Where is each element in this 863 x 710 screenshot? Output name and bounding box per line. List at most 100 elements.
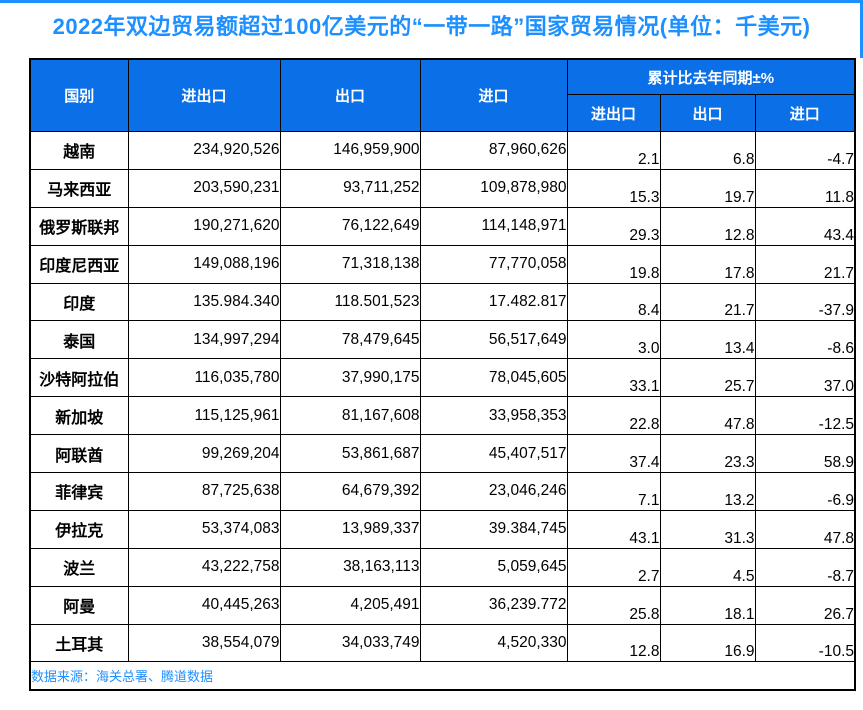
export-cell: 64,679,392 xyxy=(279,472,421,511)
pct-export-cell: 31.3 xyxy=(659,509,756,549)
total-cell: 43,222,758 xyxy=(127,547,281,587)
export-cell: 71,318,138 xyxy=(279,244,421,284)
header-total: 进出口 xyxy=(127,58,281,132)
table-row: 越南 234,920,526 146,959,900 87,960,626 2.1 6.8… xyxy=(29,131,856,170)
pct-total-cell: 19.8 xyxy=(566,244,661,284)
right-accent-line xyxy=(860,0,863,58)
import-cell: 109,878,980 xyxy=(419,168,568,208)
header-pct-export: 出口 xyxy=(659,94,756,132)
pct-total-cell: 43.1 xyxy=(566,509,661,549)
country-cell: 阿联酋 xyxy=(29,434,129,474)
pct-export-cell: 6.8 xyxy=(659,131,756,170)
pct-total-cell: 25.8 xyxy=(566,585,661,625)
pct-import-cell: 26.7 xyxy=(754,585,856,625)
pct-total-cell: 8.4 xyxy=(566,282,661,322)
pct-import-cell: 37.0 xyxy=(754,358,856,398)
import-cell: 23,046,246 xyxy=(419,472,568,511)
table-row: 菲律宾 87,725,638 64,679,392 23,046,246 7.1 13.2… xyxy=(29,472,856,511)
total-cell: 53,374,083 xyxy=(127,509,281,549)
country-cell: 菲律宾 xyxy=(29,472,129,511)
total-cell: 38,554,079 xyxy=(127,623,281,663)
pct-export-cell: 47.8 xyxy=(659,396,756,436)
pct-total-cell: 22.8 xyxy=(566,396,661,436)
export-cell: 37,990,175 xyxy=(279,358,421,398)
export-cell: 53,861,687 xyxy=(279,434,421,474)
pct-total-cell: 2.1 xyxy=(566,131,661,170)
pct-import-cell: 11.8 xyxy=(754,168,856,208)
pct-total-cell: 2.7 xyxy=(566,547,661,587)
import-cell: 17.482.817 xyxy=(419,282,568,322)
total-cell: 134,997,294 xyxy=(127,320,281,360)
total-cell: 149,088,196 xyxy=(127,244,281,284)
pct-total-cell: 29.3 xyxy=(566,206,661,246)
country-cell: 马来西亚 xyxy=(29,168,129,208)
pct-export-cell: 23.3 xyxy=(659,434,756,474)
import-cell: 4,520,330 xyxy=(419,623,568,663)
table-row: 泰国 134,997,294 78,479,645 56,517,649 3.0 13.4… xyxy=(29,320,856,360)
pct-export-cell: 4.5 xyxy=(659,547,756,587)
page-title: 2022年双边贸易额超过100亿美元的“一带一路”国家贸易情况(单位：千美元) xyxy=(52,14,811,39)
pct-export-cell: 13.2 xyxy=(659,472,756,511)
export-cell: 13,989,337 xyxy=(279,509,421,549)
export-cell: 34,033,749 xyxy=(279,623,421,663)
pct-import-cell: -37.9 xyxy=(754,282,856,322)
pct-total-cell: 3.0 xyxy=(566,320,661,360)
total-cell: 115,125,961 xyxy=(127,396,281,436)
export-cell: 4,205,491 xyxy=(279,585,421,625)
export-cell: 93,711,252 xyxy=(279,168,421,208)
pct-export-cell: 18.1 xyxy=(659,585,756,625)
country-cell: 越南 xyxy=(29,131,129,170)
pct-import-cell: 43.4 xyxy=(754,206,856,246)
total-cell: 203,590,231 xyxy=(127,168,281,208)
pct-total-cell: 15.3 xyxy=(566,168,661,208)
export-cell: 38,163,113 xyxy=(279,547,421,587)
export-cell: 76,122,649 xyxy=(279,206,421,246)
table-row: 印度尼西亚 149,088,196 71,318,138 77,770,058 19.8… xyxy=(29,244,856,284)
pct-import-cell: -8.7 xyxy=(754,547,856,587)
import-cell: 45,407,517 xyxy=(419,434,568,474)
import-cell: 5,059,645 xyxy=(419,547,568,587)
total-cell: 135.984.340 xyxy=(127,282,281,322)
country-cell: 土耳其 xyxy=(29,623,129,663)
total-cell: 116,035,780 xyxy=(127,358,281,398)
header-import: 进口 xyxy=(419,58,568,132)
country-cell: 伊拉克 xyxy=(29,509,129,549)
table-row: 俄罗斯联邦 190,271,620 76,122,649 114,148,971 29.… xyxy=(29,206,856,246)
import-cell: 56,517,649 xyxy=(419,320,568,360)
export-cell: 146,959,900 xyxy=(279,131,421,170)
trade-table: 国别 进出口 出口 进口 累计比去年同期±% 进出口 出口 进口 越南 234,9… xyxy=(29,58,857,692)
header-pct-total: 进出口 xyxy=(566,94,661,132)
pct-import-cell: -4.7 xyxy=(754,131,856,170)
table-row: 印度 135.984.340 118.501,523 17.482.817 8.4 21.… xyxy=(29,282,856,322)
pct-export-cell: 25.7 xyxy=(659,358,756,398)
export-cell: 118.501,523 xyxy=(279,282,421,322)
pct-import-cell: -12.5 xyxy=(754,396,856,436)
table-row: 波兰 43,222,758 38,163,113 5,059,645 2.7 4.5 -8.… xyxy=(29,547,856,587)
table-row: 马来西亚 203,590,231 93,711,252 109,878,980 15.3… xyxy=(29,168,856,208)
pct-total-cell: 37.4 xyxy=(566,434,661,474)
pct-export-cell: 19.7 xyxy=(659,168,756,208)
pct-import-cell: 58.9 xyxy=(754,434,856,474)
total-cell: 40,445,263 xyxy=(127,585,281,625)
table-body: 越南 234,920,526 146,959,900 87,960,626 2.1 6.8… xyxy=(29,131,856,663)
pct-import-cell: -6.9 xyxy=(754,472,856,511)
pct-export-cell: 12.8 xyxy=(659,206,756,246)
import-cell: 114,148,971 xyxy=(419,206,568,246)
table-row: 伊拉克 53,374,083 13,989,337 39.384,745 43.1 31.… xyxy=(29,509,856,549)
import-cell: 39.384,745 xyxy=(419,509,568,549)
pct-export-cell: 16.9 xyxy=(659,623,756,663)
pct-export-cell: 17.8 xyxy=(659,244,756,284)
header-export: 出口 xyxy=(279,58,421,132)
pct-total-cell: 12.8 xyxy=(566,623,661,663)
country-cell: 波兰 xyxy=(29,547,129,587)
pct-export-cell: 13.4 xyxy=(659,320,756,360)
header-country: 国别 xyxy=(29,58,129,132)
pct-import-cell: -8.6 xyxy=(754,320,856,360)
country-cell: 印度尼西亚 xyxy=(29,244,129,284)
import-cell: 77,770,058 xyxy=(419,244,568,284)
country-cell: 印度 xyxy=(29,282,129,322)
pct-import-cell: -10.5 xyxy=(754,623,856,663)
pct-import-cell: 21.7 xyxy=(754,244,856,284)
import-cell: 36,239.772 xyxy=(419,585,568,625)
